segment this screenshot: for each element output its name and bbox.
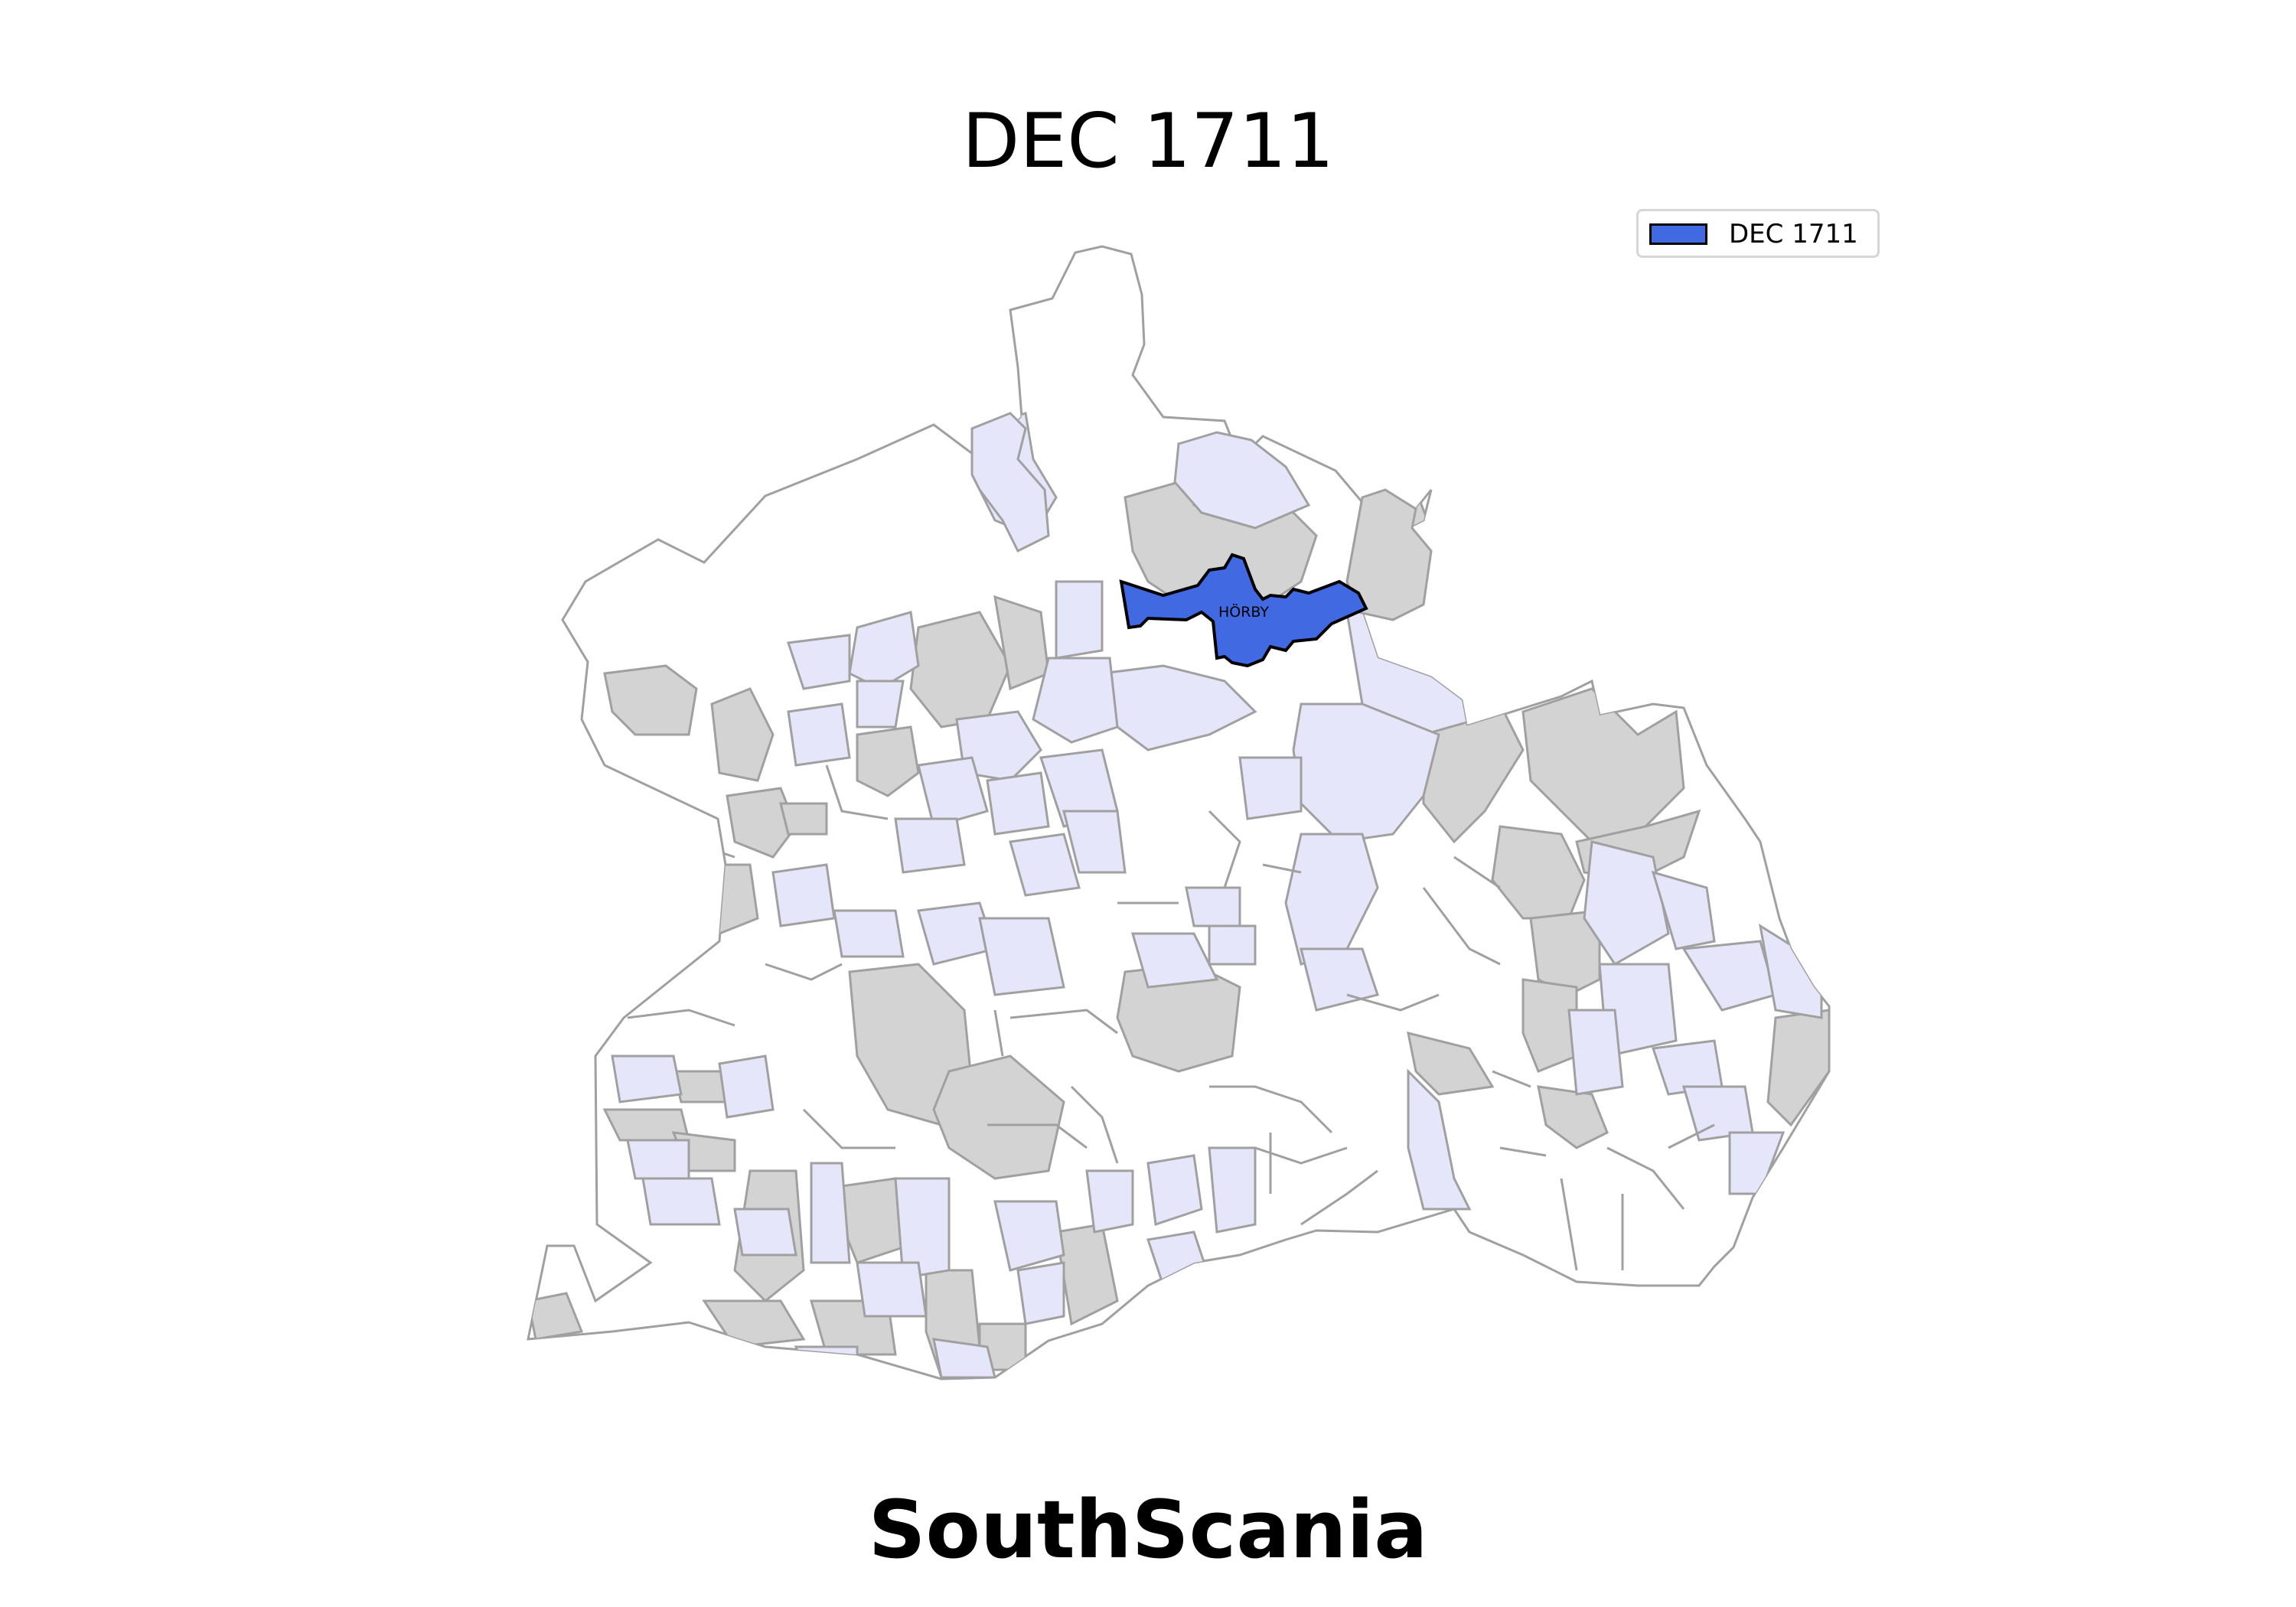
parish-gray bbox=[932, 1054, 1065, 1180]
parish-lavender bbox=[1208, 924, 1257, 966]
parish-lavender bbox=[848, 611, 920, 690]
parish-lavender bbox=[1016, 1261, 1065, 1325]
parish-lavender bbox=[970, 412, 1050, 553]
parish-gray bbox=[710, 687, 775, 782]
parish-lavender bbox=[917, 756, 989, 828]
parish-lavender bbox=[894, 817, 966, 874]
parish-lavender bbox=[787, 702, 851, 767]
parish-lavender bbox=[626, 1139, 690, 1180]
parish-lavender bbox=[978, 917, 1065, 996]
parish-lavender bbox=[1583, 840, 1670, 966]
parish-regions bbox=[527, 245, 1831, 1380]
parish-lavender bbox=[1185, 886, 1241, 927]
highlighted-parish[interactable]: HÖRBY bbox=[1119, 553, 1368, 668]
parish-lavender bbox=[1131, 932, 1219, 989]
parish-lavender bbox=[986, 771, 1050, 836]
parish-gray bbox=[1766, 1009, 1829, 1127]
parish-lavender bbox=[1651, 870, 1716, 950]
parish-lavender bbox=[993, 1200, 1065, 1272]
parish-horby bbox=[1119, 553, 1368, 668]
parish-lavender bbox=[786, 634, 851, 690]
parish-lavender bbox=[1238, 756, 1303, 820]
parish-lavender bbox=[1055, 580, 1104, 660]
parish-horby-label: HÖRBY bbox=[1218, 603, 1269, 621]
parish-lavender bbox=[856, 1261, 928, 1318]
parish-gray bbox=[856, 725, 920, 797]
parish-lavender bbox=[1062, 810, 1127, 874]
parish-lavender bbox=[1407, 1068, 1472, 1211]
parish-lavender bbox=[718, 1054, 775, 1119]
parish-gray bbox=[726, 787, 797, 859]
parish-lavender bbox=[611, 1054, 683, 1103]
parish-gray bbox=[1407, 1031, 1495, 1096]
parish-gray bbox=[528, 1292, 584, 1341]
parish-lavender bbox=[894, 1177, 951, 1279]
parish-gray bbox=[779, 802, 828, 836]
map-subtitle: SouthScania bbox=[868, 1483, 1428, 1576]
parish-lavender bbox=[771, 863, 836, 927]
parish-lavender bbox=[1300, 947, 1379, 1012]
parish-gray bbox=[1055, 1223, 1119, 1326]
legend-label: DEC 1711 bbox=[1729, 219, 1858, 249]
parish-lavender bbox=[1101, 664, 1257, 751]
parish-lavender bbox=[1146, 1154, 1203, 1227]
parish-lavender bbox=[810, 1162, 851, 1264]
map-title: DEC 1711 bbox=[961, 98, 1335, 185]
parish-lavender bbox=[641, 1177, 721, 1226]
parish-gray bbox=[840, 1177, 905, 1264]
parish-gray bbox=[1521, 978, 1578, 1073]
parish-lavender bbox=[932, 1338, 996, 1379]
parish-lavender bbox=[856, 680, 905, 729]
parish-lavender bbox=[1728, 1131, 1786, 1195]
parish-lavender bbox=[1173, 431, 1311, 530]
parish-lavender bbox=[1009, 833, 1081, 897]
legend-swatch bbox=[1649, 223, 1707, 245]
parish-lavender bbox=[1085, 1169, 1134, 1234]
parish-lavender bbox=[1208, 1146, 1257, 1234]
parish-lavender bbox=[833, 909, 905, 958]
parish-gray bbox=[603, 664, 698, 736]
map-legend: DEC 1711 bbox=[1636, 209, 1880, 258]
parish-lavender bbox=[1032, 657, 1119, 744]
parish-lavender bbox=[733, 1208, 797, 1257]
parish-lavender bbox=[1567, 1009, 1624, 1096]
